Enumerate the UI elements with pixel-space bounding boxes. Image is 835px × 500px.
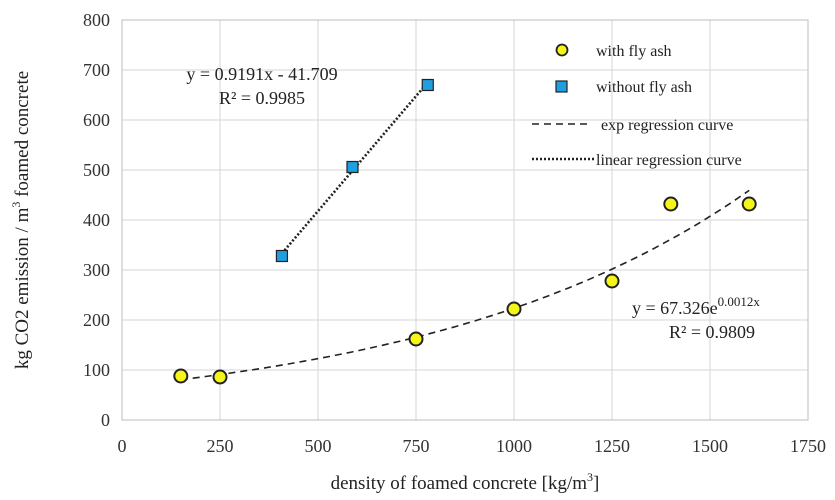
x-tick-labels: 0 250 500 750 1000 1250 1500 1750 [118,436,827,456]
point-with-fly-ash-0 [173,368,189,384]
y-tick-label-2: 200 [83,310,110,330]
x-axis-title-end: ] [593,473,599,494]
point-with-fly-ash-4 [604,273,620,289]
point-without-fly-ash-0 [275,249,289,263]
linear-equation-label: y = 0.9191x - 41.709 [186,64,337,84]
linear-r2-label: R² = 0.9985 [219,88,305,108]
y-tick-label-4: 400 [83,210,110,230]
y-axis-title-text: kg CO2 emission / m [12,207,33,369]
plot-area-frame [121,19,809,421]
exp-equation-label: y = 67.326e0.0012x [632,294,760,318]
y-axis-title-sup: 3 [9,202,23,208]
x-tick-label-6: 1500 [692,436,728,456]
exp-equation-exponent: 0.0012x [718,294,761,309]
x-tick-label-7: 1750 [790,436,826,456]
data-points [173,78,757,385]
point-without-fly-ash-2 [421,78,434,92]
legend-label-exp: exp regression curve [601,117,733,134]
y-tick-label-3: 300 [83,260,110,280]
legend: with fly ash without fly ash exp regress… [532,43,742,169]
y-tick-labels: 0 100 200 300 400 500 600 700 800 [83,10,110,430]
exp-regression-curve [180,189,750,381]
y-tick-label-1: 100 [83,360,110,380]
x-axis-title-sup: 3 [587,470,593,484]
x-tick-label-5: 1250 [594,436,630,456]
grid-lines [121,19,809,421]
y-tick-label-0: 0 [101,410,110,430]
legend-label-linear: linear regression curve [596,152,742,169]
point-with-fly-ash-3 [506,301,522,317]
legend-label-with-fly-ash: with fly ash [596,43,672,60]
y-tick-label-7: 700 [83,60,110,80]
exp-equation-base: y = 67.326e [632,298,718,318]
point-with-fly-ash-2 [408,331,424,347]
x-axis-title-text: density of foamed concrete [kg/m [331,473,588,494]
legend-marker-without-fly-ash [555,80,568,93]
exp-r2-label: R² = 0.9809 [669,322,755,342]
y-axis-title-end: foamed concrete [12,71,33,202]
y-tick-label-8: 800 [83,10,110,30]
point-with-fly-ash-5 [663,196,679,212]
legend-label-without-fly-ash: without fly ash [596,79,692,96]
x-tick-label-1: 250 [207,436,234,456]
x-axis-title: density of foamed concrete [kg/m3] [331,470,600,494]
y-axis-title: kg CO2 emission / m3 foamed concrete [9,71,33,369]
point-with-fly-ash-1 [212,369,228,385]
point-with-fly-ash-6 [741,196,757,212]
y-tick-label-6: 600 [83,110,110,130]
point-without-fly-ash-1 [346,160,359,174]
legend-marker-with-fly-ash [555,43,569,57]
y-tick-label-5: 500 [83,160,110,180]
x-tick-label-0: 0 [118,436,127,456]
x-tick-label-3: 750 [403,436,430,456]
x-tick-label-4: 1000 [496,436,532,456]
x-tick-label-2: 500 [305,436,332,456]
